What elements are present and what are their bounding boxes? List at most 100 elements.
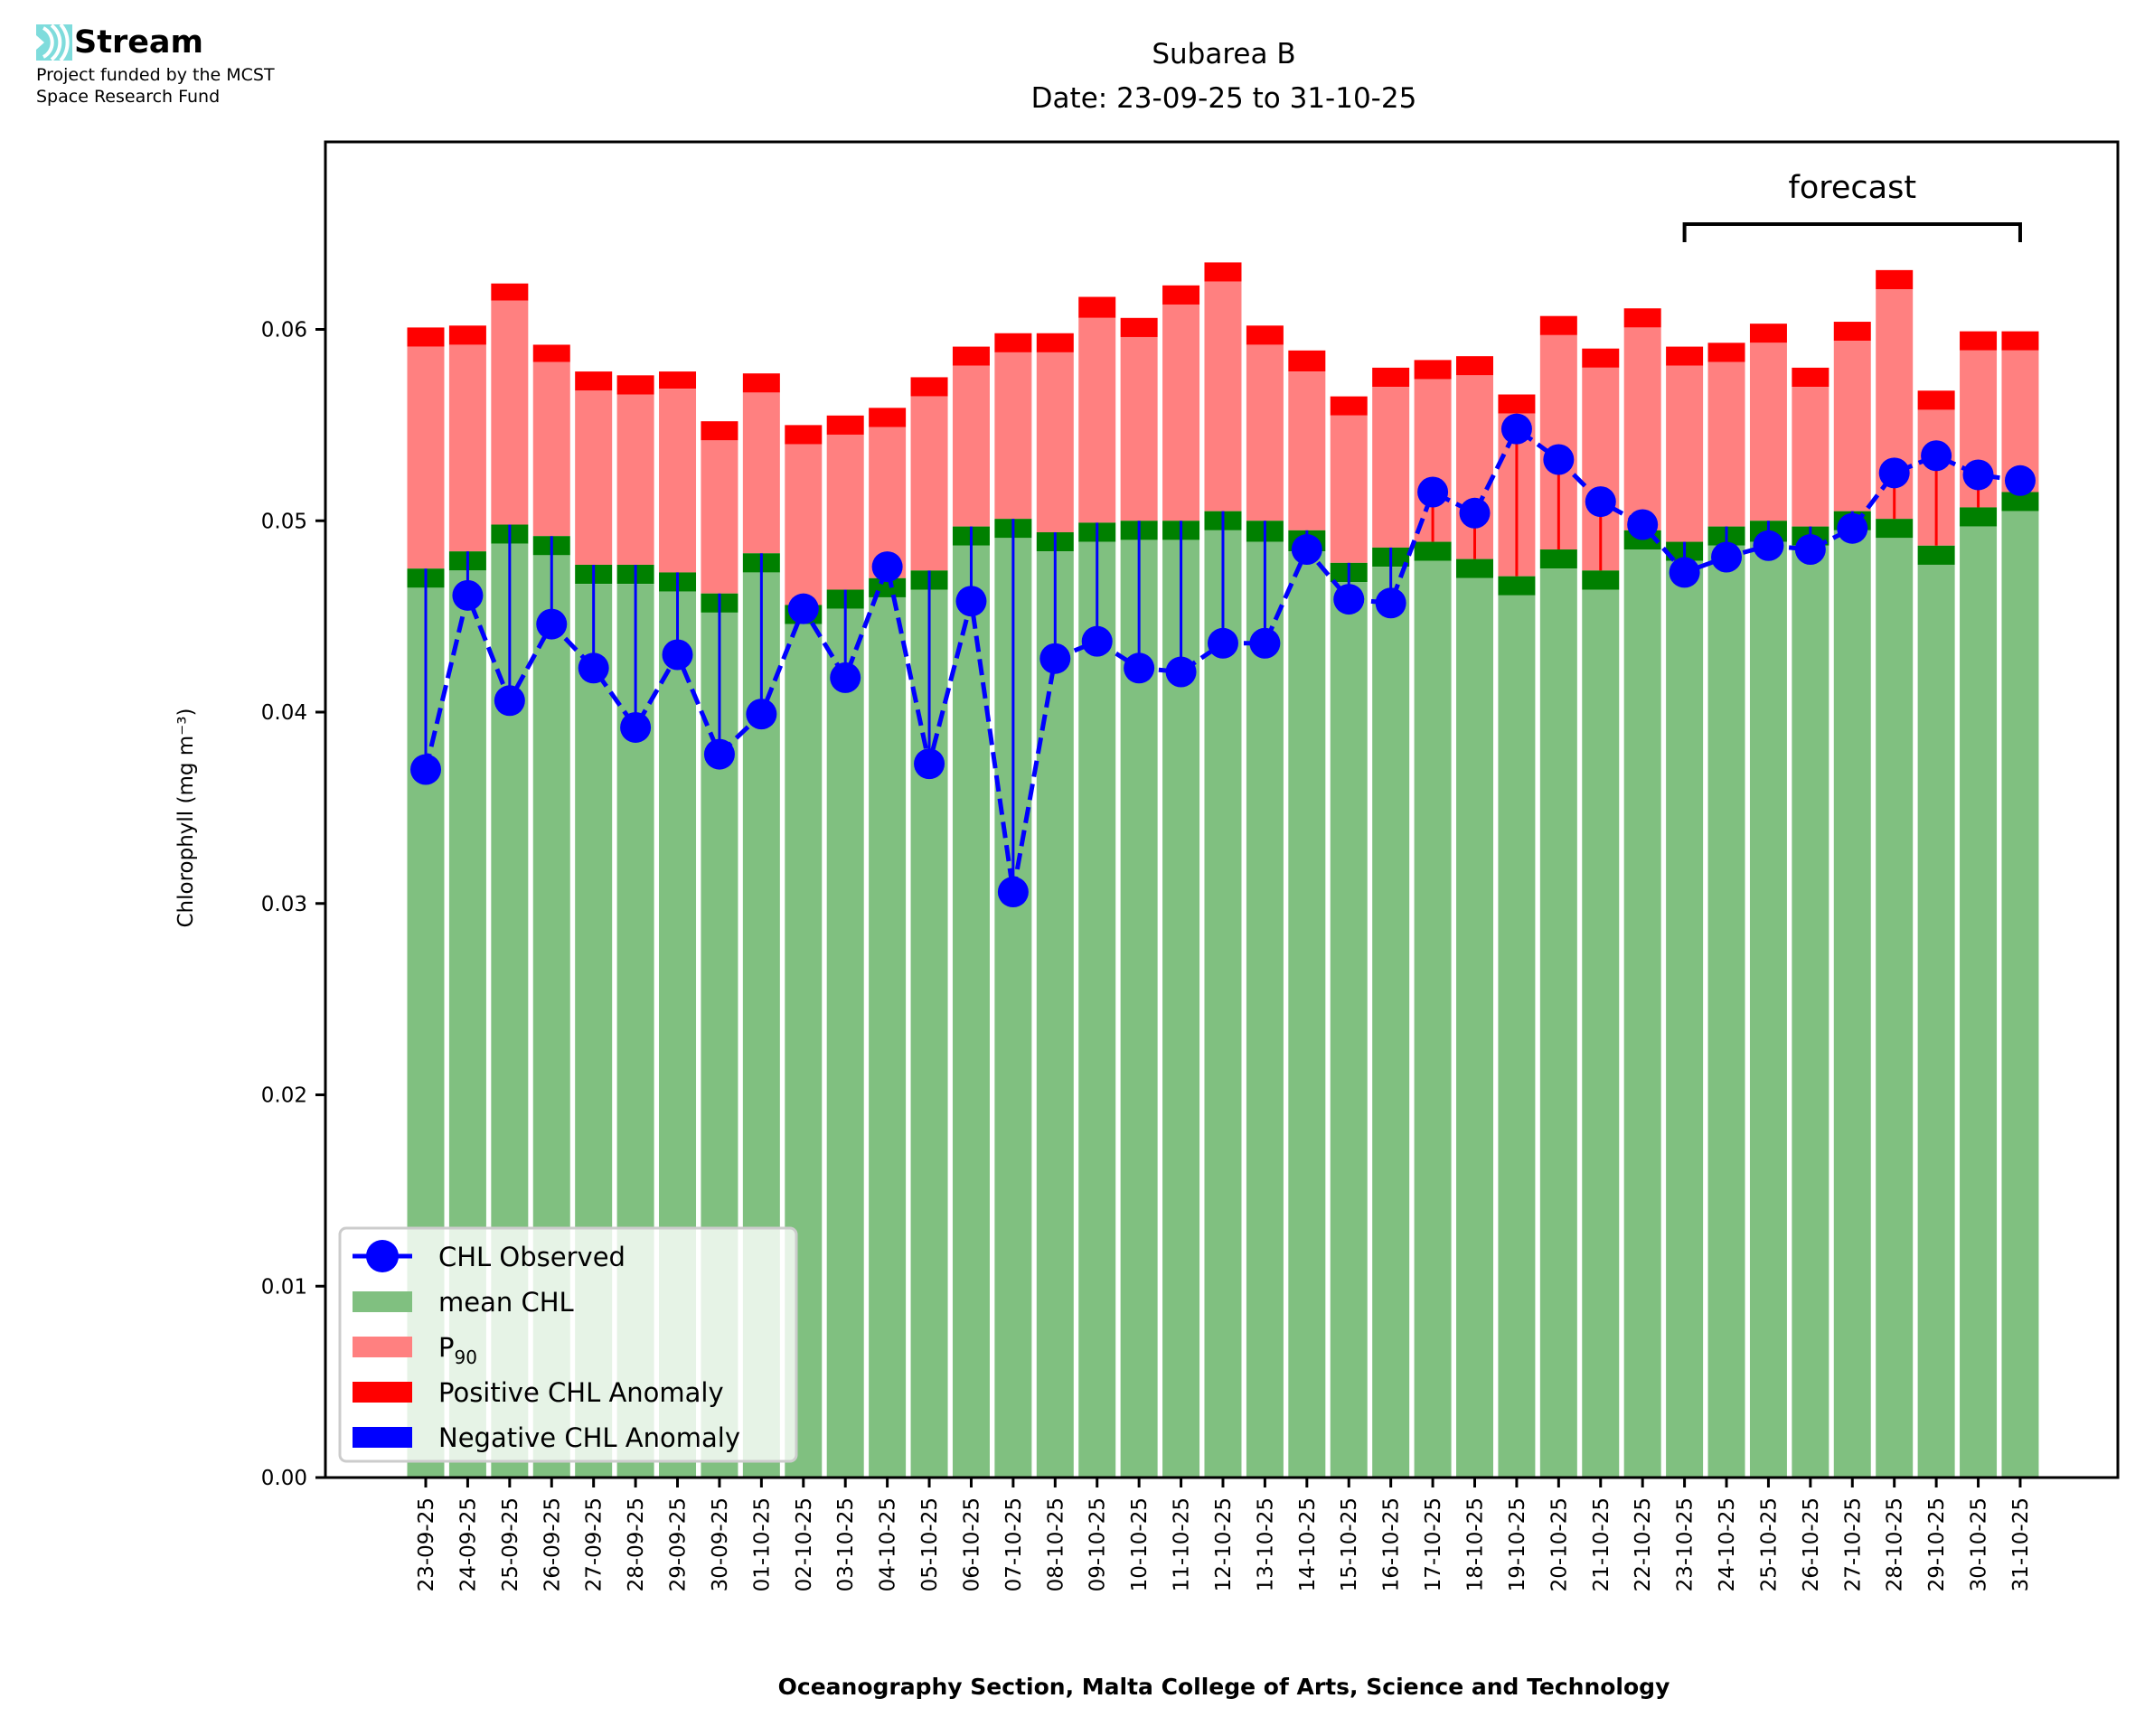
p90-bar [1246,344,1284,521]
p90-band-bar [659,371,697,389]
mean-bar [1330,582,1368,1478]
observed-point [703,738,735,770]
p90-band-bar [1917,390,1955,410]
x-tick-label: 27-09-25 [583,1497,607,1591]
observed-point [1207,627,1238,659]
mean-bar [1917,564,1955,1478]
forecast-label: forecast [1789,170,1917,206]
p90-band-bar [1666,346,1704,366]
p90-band-bar [1960,331,1998,351]
y-tick-label: 0.02 [261,1084,307,1108]
mean-band-bar [1414,541,1452,561]
mean-band-bar [1582,570,1620,590]
p90-bar [952,365,990,527]
p90-bar [1162,304,1200,521]
p90-band-bar [1120,317,1158,337]
mean-bar [1414,560,1452,1478]
mean-bar [1539,568,1577,1478]
mean-bar [1792,545,1829,1478]
x-tick-label: 11-10-25 [1171,1497,1194,1591]
p90-bar [1792,387,1829,527]
p90-band-bar [994,333,1032,352]
observed-point [1375,587,1406,619]
x-tick-label: 30-10-25 [1968,1497,1991,1591]
legend-label: mean CHL [438,1287,574,1318]
observed-point [955,586,987,617]
observed-point [830,662,861,693]
legend-label: Negative CHL Anomaly [438,1422,740,1453]
mean-band-bar [1539,549,1577,569]
funding-line-2: Space Research Fund [36,87,221,107]
mean-bar [1246,541,1284,1478]
x-tick-label: 29-10-25 [1925,1497,1949,1591]
observed-point [1124,652,1155,684]
x-tick-label: 25-10-25 [1757,1497,1781,1591]
legend-swatch [353,1427,412,1448]
logo-name: Stream [74,24,204,61]
observed-point [1543,444,1575,475]
x-tick-label: 30-09-25 [709,1497,732,1591]
x-tick-label: 15-10-25 [1338,1497,1361,1591]
p90-band-bar [1162,285,1200,305]
observed-point [662,639,693,671]
observed-point [410,754,441,785]
mean-bar [1582,589,1620,1478]
x-tick-label: 25-09-25 [499,1497,522,1591]
legend-marker-icon [366,1240,399,1272]
p90-band-bar [616,375,654,395]
x-tick-label: 28-09-25 [625,1497,648,1591]
p90-band-bar [1749,324,1787,343]
p90-band-bar [1078,296,1116,318]
observed-point [536,608,568,640]
observed-point [620,711,652,743]
y-tick-label: 0.03 [261,893,307,916]
x-tick-label: 14-10-25 [1296,1497,1320,1591]
legend-swatch [353,1337,412,1357]
observed-point [1921,440,1952,472]
x-tick-label: 05-10-25 [918,1497,942,1591]
x-tick-label: 17-10-25 [1422,1497,1445,1591]
mean-bar [1623,549,1661,1478]
mean-band-bar [1960,507,1998,527]
mean-band-bar [2001,492,2039,511]
observed-point [1291,534,1322,566]
funding-line-1: Project funded by the MCST [36,65,275,85]
observed-point [1165,656,1197,688]
observed-point [1794,534,1826,566]
p90-bar [1036,352,1074,532]
observed-point [578,652,609,684]
p90-band-bar [1288,350,1326,372]
x-tick-label: 27-10-25 [1841,1497,1865,1591]
mean-bar [1120,540,1158,1478]
p90-bar [1372,387,1410,548]
p90-band-bar [1582,348,1620,368]
anomaly-lines-group [424,428,2022,893]
legend-swatch [353,1382,412,1403]
p90-band-bar [1833,322,1871,342]
p90-bar [826,434,864,590]
p90-bar [701,440,738,594]
p90-bar [742,392,780,554]
p90-band-bar [742,373,780,393]
p90-bar [407,346,445,569]
p90-band-bar [1876,269,1914,290]
x-tick-label: 01-10-25 [750,1497,774,1591]
p90-bar [910,396,948,571]
observed-point [2004,464,2036,496]
observed-point [1962,459,1994,491]
p90-bar [532,361,570,537]
mean-bar [869,596,907,1478]
y-tick-label: 0.00 [261,1467,307,1490]
p90-band-bar [532,344,570,362]
forecast-bracket [1682,222,2022,242]
bars-group [407,262,2039,1478]
x-tick-label: 26-10-25 [1800,1497,1823,1591]
x-tick-label: 06-10-25 [960,1497,983,1591]
observed-point [452,579,484,611]
mean-bar [1960,526,1998,1478]
legend-swatch [353,1291,412,1312]
mean-bar [1204,530,1242,1478]
chart-subtitle: Date: 23-09-25 to 31-10-25 [1031,82,1417,115]
